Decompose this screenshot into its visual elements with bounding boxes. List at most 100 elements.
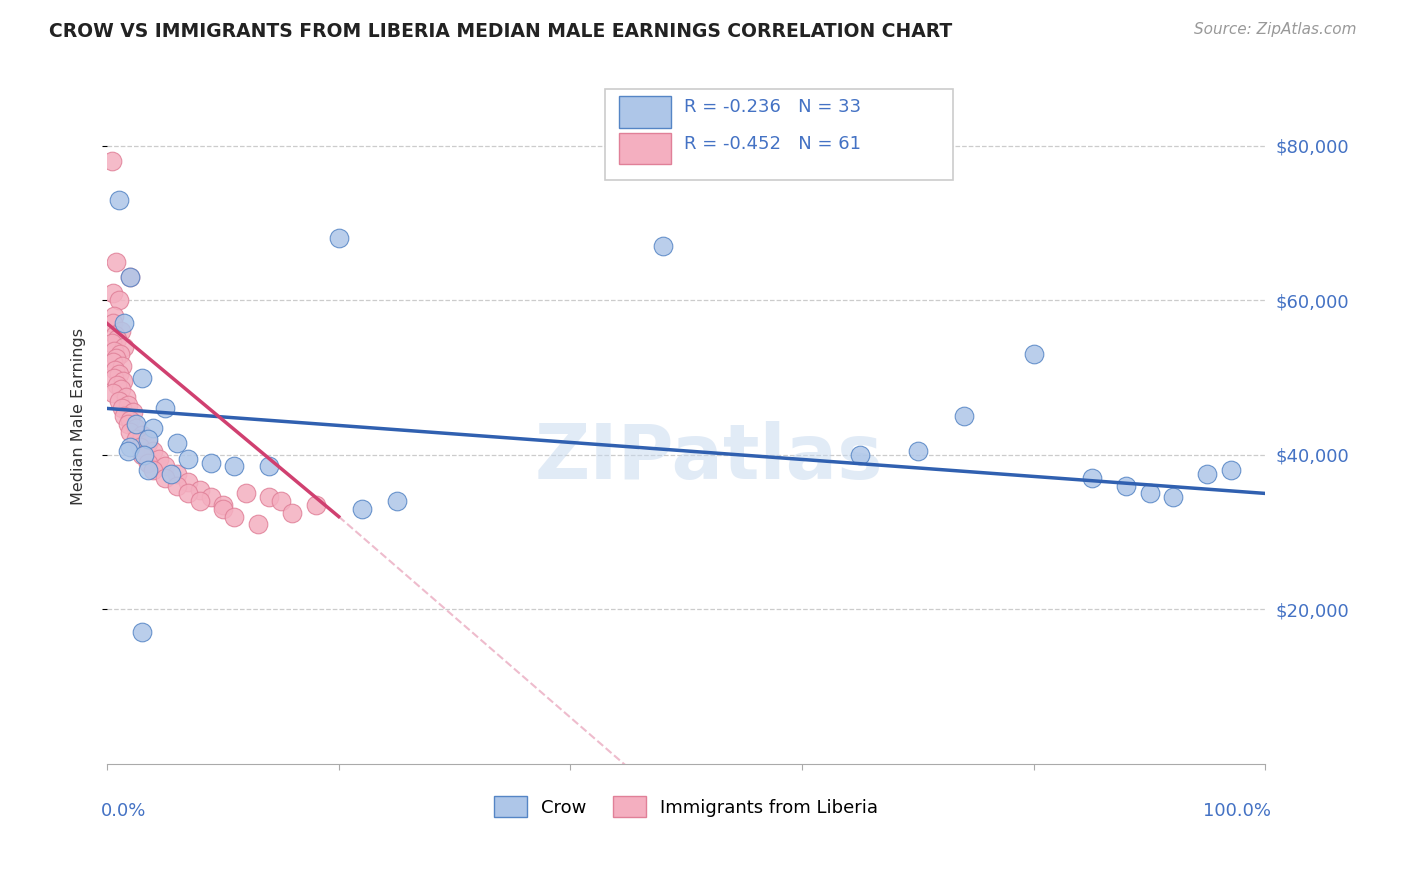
Point [108, 347, 131, 361]
Point [849, 448, 872, 462]
Point [153, 471, 176, 485]
Point [652, 239, 675, 253]
Point [110, 324, 132, 338]
FancyBboxPatch shape [605, 89, 953, 180]
Point [131, 448, 153, 462]
Point [104, 363, 127, 377]
Point [101, 355, 124, 369]
Point [136, 433, 159, 447]
Point [177, 475, 200, 489]
Point [1139, 486, 1161, 500]
Point [107, 378, 129, 392]
Point [328, 231, 350, 245]
Point [131, 625, 153, 640]
Text: Source: ZipAtlas.com: Source: ZipAtlas.com [1194, 22, 1357, 37]
Point [136, 463, 159, 477]
Point [907, 444, 929, 458]
Point [120, 440, 142, 454]
Point [200, 456, 222, 470]
Point [224, 459, 246, 474]
Point [112, 375, 135, 389]
Point [148, 451, 170, 466]
Point [128, 440, 150, 454]
Point [177, 451, 200, 466]
Point [1161, 491, 1184, 505]
Point [1219, 463, 1241, 477]
Point [111, 359, 134, 373]
Point [105, 351, 128, 366]
FancyBboxPatch shape [619, 96, 671, 128]
Legend: Crow, Immigrants from Liberia: Crow, Immigrants from Liberia [486, 789, 886, 824]
Point [104, 328, 127, 343]
Point [159, 467, 181, 482]
Text: ZIPatlas: ZIPatlas [536, 421, 884, 495]
Text: CROW VS IMMIGRANTS FROM LIBERIA MEDIAN MALE EARNINGS CORRELATION CHART: CROW VS IMMIGRANTS FROM LIBERIA MEDIAN M… [49, 22, 952, 41]
FancyBboxPatch shape [619, 133, 671, 164]
Point [131, 370, 153, 384]
Point [142, 463, 165, 477]
Point [385, 494, 408, 508]
Point [103, 370, 125, 384]
Point [107, 293, 129, 308]
Point [246, 517, 269, 532]
Point [125, 433, 148, 447]
Y-axis label: Median Male Earnings: Median Male Earnings [72, 327, 86, 505]
Point [177, 486, 200, 500]
Text: R = -0.236   N = 33: R = -0.236 N = 33 [683, 98, 860, 117]
Text: 0.0%: 0.0% [101, 802, 146, 820]
Point [100, 154, 122, 169]
Point [212, 501, 235, 516]
Point [120, 413, 142, 427]
Point [114, 390, 136, 404]
Point [105, 254, 128, 268]
Point [107, 367, 129, 381]
Point [257, 459, 280, 474]
Point [101, 285, 124, 300]
Point [166, 467, 188, 482]
Point [188, 494, 211, 508]
Point [153, 401, 176, 416]
Point [100, 335, 122, 350]
Point [212, 498, 235, 512]
Point [142, 421, 165, 435]
Point [1197, 467, 1219, 482]
Point [188, 483, 211, 497]
Point [101, 386, 124, 401]
Point [1115, 479, 1137, 493]
Point [107, 393, 129, 408]
Point [1080, 471, 1102, 485]
Point [235, 486, 257, 500]
Point [110, 382, 132, 396]
Point [136, 436, 159, 450]
Point [117, 417, 139, 431]
Text: R = -0.452   N = 61: R = -0.452 N = 61 [683, 136, 860, 153]
Point [114, 340, 136, 354]
Point [304, 498, 326, 512]
Point [120, 270, 142, 285]
Point [142, 444, 165, 458]
Point [107, 332, 129, 346]
Point [121, 405, 143, 419]
Point [136, 456, 159, 470]
Point [224, 509, 246, 524]
Point [114, 317, 136, 331]
Point [281, 506, 304, 520]
Point [103, 309, 125, 323]
Point [103, 343, 125, 358]
Point [257, 491, 280, 505]
Point [166, 436, 188, 450]
Point [120, 270, 142, 285]
Point [114, 409, 136, 424]
Point [200, 491, 222, 505]
Point [270, 494, 292, 508]
Point [350, 501, 373, 516]
Point [125, 421, 148, 435]
Point [117, 444, 139, 458]
Point [131, 428, 153, 442]
Point [120, 425, 142, 439]
Point [134, 448, 156, 462]
Point [125, 417, 148, 431]
Point [166, 479, 188, 493]
Point [111, 401, 134, 416]
Point [1022, 347, 1045, 361]
